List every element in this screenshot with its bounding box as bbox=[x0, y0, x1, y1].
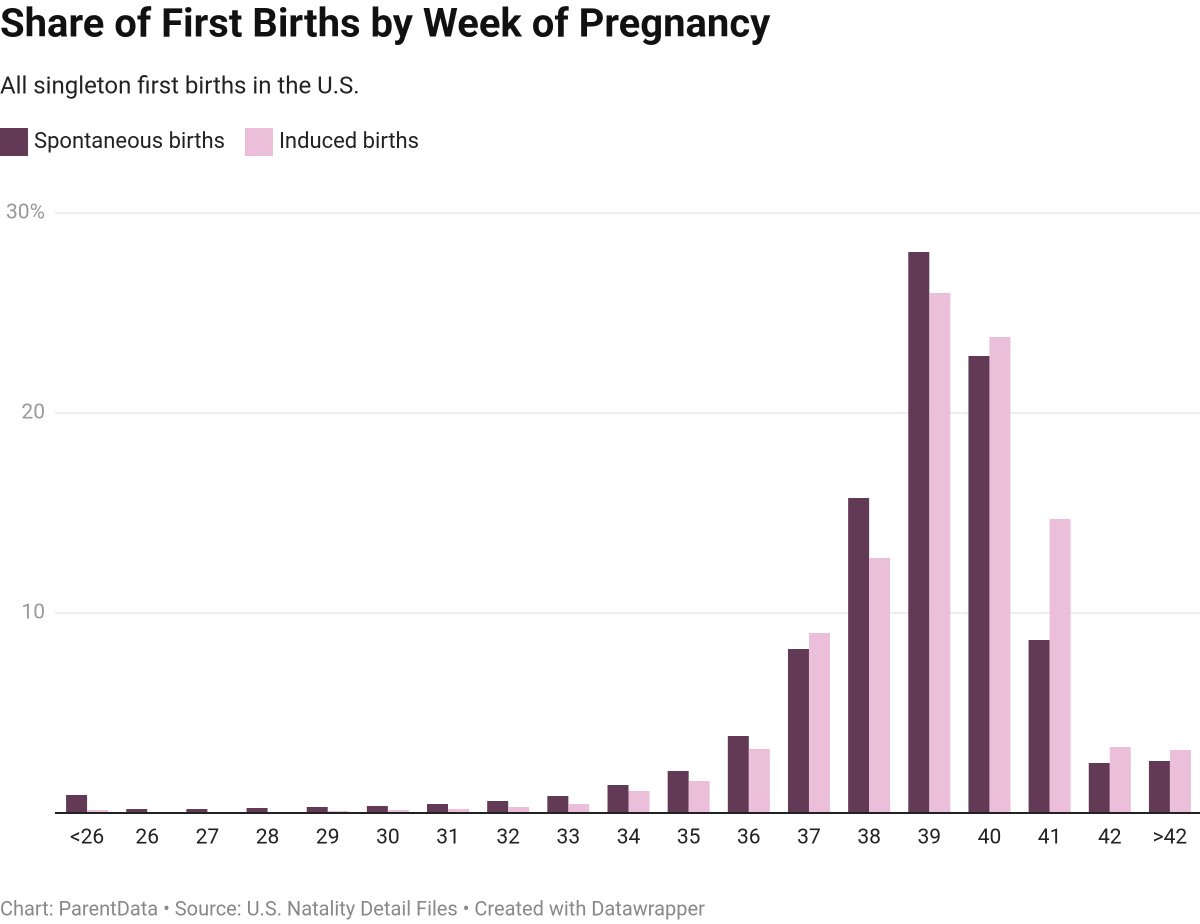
x-tick-label: 37 bbox=[797, 826, 821, 850]
bar bbox=[908, 252, 930, 813]
legend-label: Spontaneous births bbox=[34, 129, 225, 154]
x-tick-label: 31 bbox=[436, 826, 460, 850]
x-tick-label: 36 bbox=[737, 826, 761, 850]
bar bbox=[508, 807, 530, 813]
x-tick-label: 41 bbox=[1038, 826, 1062, 850]
x-tick-label: 39 bbox=[917, 826, 941, 850]
bar bbox=[186, 809, 208, 813]
legend-label: Induced births bbox=[279, 129, 419, 154]
bar bbox=[568, 804, 590, 813]
x-tick-label: 34 bbox=[617, 826, 641, 850]
bar bbox=[607, 785, 629, 813]
x-tick-label: 26 bbox=[135, 826, 159, 850]
y-tick-label: 10 bbox=[21, 601, 45, 625]
bar bbox=[126, 809, 148, 813]
x-tick-label: <26 bbox=[70, 826, 104, 850]
bar bbox=[246, 808, 268, 813]
chart-subtitle: All singleton first births in the U.S. bbox=[0, 71, 360, 99]
x-tick-label: 30 bbox=[376, 826, 400, 850]
bar bbox=[748, 749, 770, 813]
bar bbox=[869, 558, 891, 813]
bar bbox=[688, 781, 710, 813]
bar bbox=[366, 806, 388, 813]
chart-title: Share of First Births by Week of Pregnan… bbox=[0, 0, 771, 47]
bar bbox=[1148, 761, 1170, 813]
bar bbox=[448, 809, 470, 813]
bar bbox=[1169, 750, 1191, 813]
x-tick-label: >42 bbox=[1153, 826, 1188, 850]
bar bbox=[1028, 640, 1050, 813]
y-tick-label: 30% bbox=[6, 201, 45, 225]
x-tick-label: 27 bbox=[196, 826, 220, 850]
bar bbox=[1049, 519, 1071, 813]
bar bbox=[848, 498, 870, 813]
bar bbox=[929, 293, 951, 813]
x-tick-label: 38 bbox=[857, 826, 881, 850]
bar bbox=[1088, 763, 1110, 813]
bar bbox=[808, 633, 830, 813]
bar bbox=[727, 736, 749, 813]
y-tick-label: 20 bbox=[21, 401, 45, 425]
bar bbox=[487, 801, 509, 813]
bar bbox=[66, 795, 88, 813]
bar bbox=[87, 810, 109, 813]
bar bbox=[306, 807, 328, 813]
legend-swatch bbox=[244, 128, 273, 156]
bar bbox=[547, 796, 569, 813]
bar bbox=[989, 337, 1011, 813]
bar bbox=[968, 356, 990, 813]
bar bbox=[787, 649, 809, 813]
bar bbox=[628, 791, 650, 813]
x-tick-label: 35 bbox=[677, 826, 701, 850]
x-tick-label: 32 bbox=[496, 826, 520, 850]
x-tick-label: 28 bbox=[256, 826, 280, 850]
x-tick-label: 40 bbox=[978, 826, 1002, 850]
source-note: Chart: ParentData • Source: U.S. Natalit… bbox=[0, 896, 705, 920]
bar bbox=[1109, 747, 1131, 813]
bar bbox=[427, 804, 449, 813]
bar bbox=[387, 810, 409, 813]
legend-swatch bbox=[0, 128, 28, 156]
bar bbox=[667, 771, 689, 813]
x-tick-label: 33 bbox=[557, 826, 581, 850]
x-tick-label: 29 bbox=[316, 826, 340, 850]
x-tick-label: 42 bbox=[1098, 826, 1122, 850]
